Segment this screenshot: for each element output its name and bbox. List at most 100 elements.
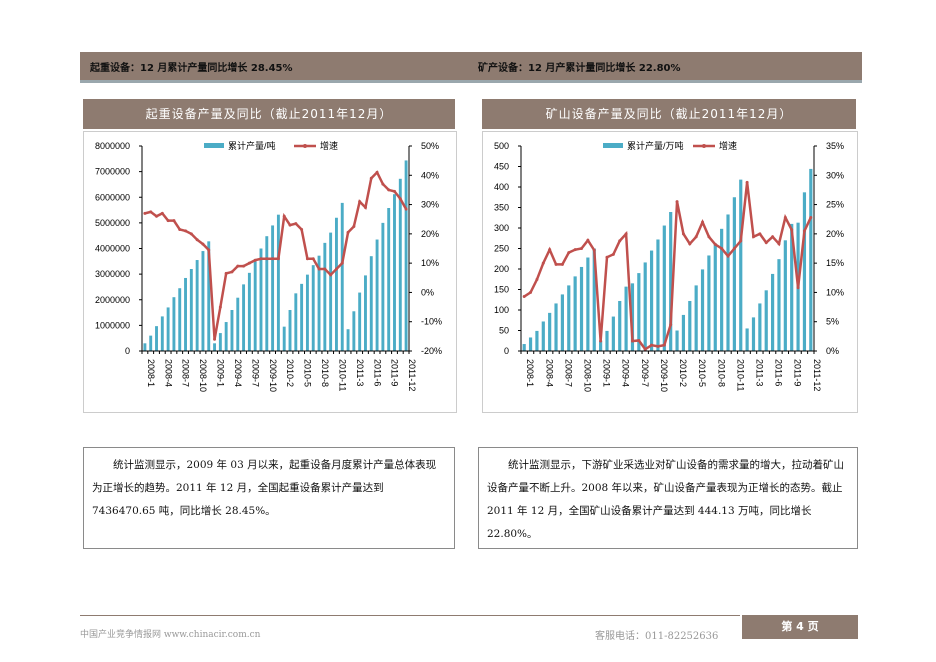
growth-point bbox=[340, 261, 344, 265]
y-tick-left: 5000000 bbox=[95, 218, 130, 228]
x-tick-label: 2009-4 bbox=[621, 359, 631, 387]
growth-point bbox=[777, 242, 781, 246]
bar bbox=[323, 242, 327, 351]
y-tick-left: 400 bbox=[494, 182, 509, 192]
bar bbox=[172, 297, 176, 351]
growth-point bbox=[300, 227, 304, 231]
bar bbox=[375, 239, 379, 351]
growth-point bbox=[758, 232, 762, 236]
growth-point bbox=[288, 223, 292, 227]
growth-point bbox=[247, 261, 251, 265]
y-tick-left: 450 bbox=[494, 162, 509, 172]
y-tick-left: 200 bbox=[494, 264, 509, 274]
bar bbox=[340, 202, 344, 351]
bar bbox=[398, 178, 402, 351]
bar bbox=[218, 333, 222, 351]
growth-point bbox=[276, 257, 280, 261]
footer-phone: 客服电话：011-82252636 bbox=[595, 631, 719, 642]
x-tick-label: 2011-12 bbox=[407, 359, 417, 391]
chart2-title: 矿山设备产量及同比（截止2011年12月） bbox=[482, 99, 856, 129]
growth-point bbox=[387, 188, 391, 192]
y-tick-left: 1000000 bbox=[95, 320, 130, 330]
bar bbox=[649, 250, 654, 351]
growth-point bbox=[213, 337, 217, 341]
growth-point bbox=[522, 295, 526, 299]
bar bbox=[282, 326, 286, 351]
x-tick-label: 2009-1 bbox=[602, 359, 612, 387]
growth-line bbox=[144, 170, 408, 340]
growth-point bbox=[611, 252, 615, 256]
growth-point bbox=[599, 339, 603, 343]
bar bbox=[548, 312, 552, 351]
bar bbox=[535, 330, 539, 351]
bar bbox=[630, 283, 635, 351]
y-tick-left: 8000000 bbox=[95, 141, 130, 151]
bar bbox=[764, 290, 768, 351]
x-tick-label: 2008-1 bbox=[525, 359, 535, 387]
growth-point bbox=[573, 248, 577, 252]
y-tick-right: -20% bbox=[421, 346, 442, 356]
growth-point bbox=[201, 242, 205, 246]
growth-point bbox=[675, 200, 679, 204]
chart1-title: 起重设备产量及同比（截止2011年12月） bbox=[83, 99, 455, 129]
summary-left: 统计监测显示，2009 年 03 月以来，起重设备月度累计产量总体表现为正增长的… bbox=[83, 447, 455, 549]
y-tick-left: 3000000 bbox=[95, 269, 130, 279]
chart1: 0 1000000 2000000 3000000 4000000 5000000 6000… bbox=[83, 131, 457, 413]
growth-point bbox=[184, 229, 188, 233]
bar bbox=[560, 294, 564, 351]
legend-line-marker bbox=[702, 144, 706, 148]
y-tick-left: 500 bbox=[494, 141, 509, 151]
growth-point bbox=[282, 214, 286, 218]
y-tick-right: 5% bbox=[826, 317, 839, 327]
bar bbox=[178, 288, 182, 351]
growth-point bbox=[809, 215, 813, 219]
bar bbox=[288, 310, 292, 351]
legend-line-label: 增速 bbox=[719, 140, 737, 151]
growth-point bbox=[143, 211, 147, 215]
bar bbox=[802, 192, 807, 351]
y-tick-left: 6000000 bbox=[95, 192, 130, 202]
bar bbox=[334, 217, 338, 351]
y-tick-right: -10% bbox=[421, 317, 442, 327]
growth-point bbox=[207, 248, 211, 252]
y-tick-left: 300 bbox=[494, 223, 509, 233]
growth-line bbox=[523, 182, 812, 351]
header-left: 起重设备：12 月累计产量同比增长 28.45% bbox=[90, 63, 293, 74]
growth-point bbox=[554, 262, 558, 266]
x-tick-label: 2009-4 bbox=[233, 359, 243, 387]
legend-bar-swatch bbox=[204, 143, 224, 148]
bar bbox=[329, 232, 333, 351]
chart2: 0 50 100 150 200 250 300 350 400 450 500 0% 5% 10% 15%… bbox=[482, 131, 858, 413]
bar bbox=[790, 223, 794, 351]
growth-point bbox=[707, 235, 711, 239]
y-tick-right: 30% bbox=[826, 170, 844, 180]
y-tick-left: 7000000 bbox=[95, 167, 130, 177]
growth-point bbox=[739, 239, 743, 243]
bar bbox=[745, 328, 749, 351]
bar bbox=[720, 228, 724, 351]
growth-point bbox=[363, 206, 367, 209]
bar bbox=[247, 272, 251, 351]
footer-site[interactable]: 中国产业竞争情报网 www.chinacir.com.cn bbox=[80, 630, 261, 640]
growth-point bbox=[592, 248, 596, 252]
growth-point bbox=[630, 339, 634, 343]
bar bbox=[305, 274, 309, 351]
y-tick-right: 0% bbox=[826, 346, 839, 356]
x-tick-label: 2008-7 bbox=[563, 359, 573, 387]
growth-point bbox=[732, 247, 736, 250]
growth-point bbox=[650, 343, 654, 347]
growth-point bbox=[745, 180, 749, 184]
growth-point bbox=[259, 257, 263, 261]
y-tick-left: 0 bbox=[504, 346, 509, 356]
bar bbox=[271, 225, 275, 351]
growth-point bbox=[720, 247, 724, 250]
bar bbox=[605, 330, 609, 351]
bar bbox=[236, 297, 240, 351]
bar bbox=[592, 248, 596, 351]
bar bbox=[166, 307, 170, 351]
bar bbox=[160, 316, 164, 351]
growth-point bbox=[265, 257, 269, 261]
x-tick-label: 2010-11 bbox=[735, 359, 745, 391]
growth-point bbox=[323, 267, 327, 271]
legend-bar-swatch bbox=[603, 143, 623, 148]
